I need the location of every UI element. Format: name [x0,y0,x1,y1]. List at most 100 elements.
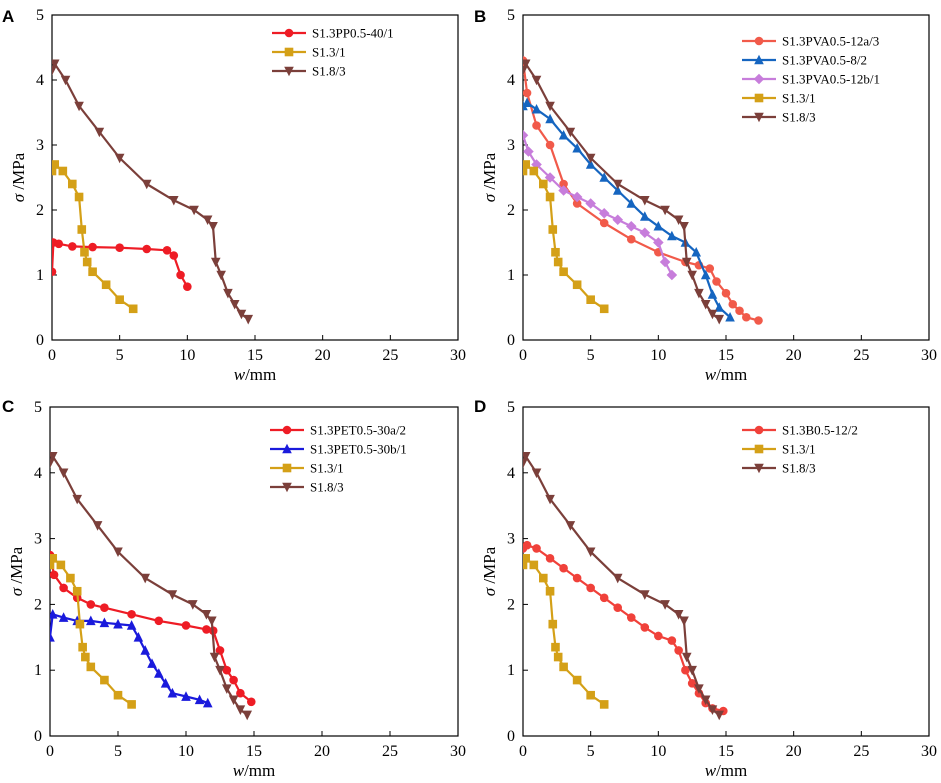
y-tick-label: 3 [507,137,515,154]
data-point [625,220,637,232]
data-point [523,146,534,157]
data-point [653,220,664,231]
data-point [147,658,157,668]
data-point [545,192,555,202]
data-point [222,665,232,675]
data-point [667,230,677,241]
data-point [571,191,583,203]
data-point [142,244,152,254]
y-tick-label: 1 [34,662,42,679]
data-point [208,221,218,232]
series-line [523,101,731,319]
x-tick-label: 20 [314,743,330,760]
data-point [167,687,178,698]
data-point [545,554,555,563]
data-point [599,593,609,603]
data-point [660,600,670,610]
x-tick-label: 0 [519,743,527,760]
x-tick-label: 10 [650,347,666,364]
chart-panel-b: B 0 5 10 15 20 25 30 0 1 2 3 4 5 w/mm σ /MPa S1.3PVA0.5-… [474,7,937,384]
data-point [572,675,582,685]
data-point [242,710,252,721]
data-point [687,679,697,688]
data-point [599,700,609,709]
legend-marker [282,443,292,454]
data-point [725,311,735,322]
data-point [60,75,71,86]
data-point [572,280,582,290]
x-tick-label: 5 [587,347,595,364]
data-point [101,280,111,290]
data-point [612,185,623,195]
data-point [74,101,84,112]
y-tick-label: 5 [36,7,44,24]
data-point [673,215,684,226]
data-point [545,140,555,150]
data-point [68,242,77,251]
data-point [666,269,678,281]
data-point [544,172,556,183]
data-point [523,554,531,563]
data-point [223,288,233,299]
data-point [754,316,763,325]
data-point [176,270,185,280]
data-point [653,237,664,248]
x-tick-label: 0 [46,743,54,760]
data-point [586,583,595,593]
series-S1.3PVA0.5-8/2 [523,97,735,322]
x-tick-label: 25 [853,743,869,760]
data-point [728,299,738,309]
x-tick-label: 5 [587,743,595,760]
legend-marker [754,93,764,103]
data-point [82,257,92,267]
series-S1.3/1 [50,554,136,709]
data-point [202,697,213,708]
data-point [700,695,711,706]
y-tick-label: 0 [507,332,515,349]
data-point [115,243,124,252]
data-point [681,652,692,663]
data-point [691,246,702,257]
y-tick-label: 5 [507,7,515,24]
data-point [50,458,55,469]
y-tick-label: 0 [507,728,515,745]
data-point [548,225,558,234]
data-point [559,662,568,672]
y-tick-label: 4 [507,72,515,89]
data-point [52,166,57,176]
data-point [235,705,246,715]
data-point [626,198,637,208]
legend-marker [282,482,292,493]
data-point [694,288,704,299]
data-point [216,270,226,281]
series-S1.3PVA0.5-12b/1 [523,129,678,281]
data-point [56,560,66,570]
data-point [612,573,623,584]
data-point [246,697,256,707]
legend-entry: S1.3/1 [782,91,816,106]
series-line [523,557,605,706]
data-point [50,632,55,642]
y-tick-label: 2 [34,596,42,613]
data-point [88,267,97,277]
series-S1.3/1 [523,160,609,314]
y-tick-label: 3 [36,137,44,154]
legend-entry: S1.8/3 [312,64,346,79]
data-point [114,153,125,164]
legend-marker [753,73,765,85]
data-point [681,257,692,268]
x-tick-label: 15 [246,743,262,760]
legend-marker [282,463,292,473]
data-point [714,314,725,325]
panel-letter: B [474,7,486,26]
data-point [721,288,731,298]
data-point [529,166,539,176]
data-point [523,129,529,141]
data-point [183,282,192,292]
data-point [86,600,96,609]
data-point [679,616,689,627]
data-point [523,160,531,169]
data-point [640,623,650,632]
legend-entry: S1.3PET0.5-30b/1 [310,442,407,457]
legend: S1.3B0.5-12/2 S1.3/1 S1.8/3 [742,423,858,476]
